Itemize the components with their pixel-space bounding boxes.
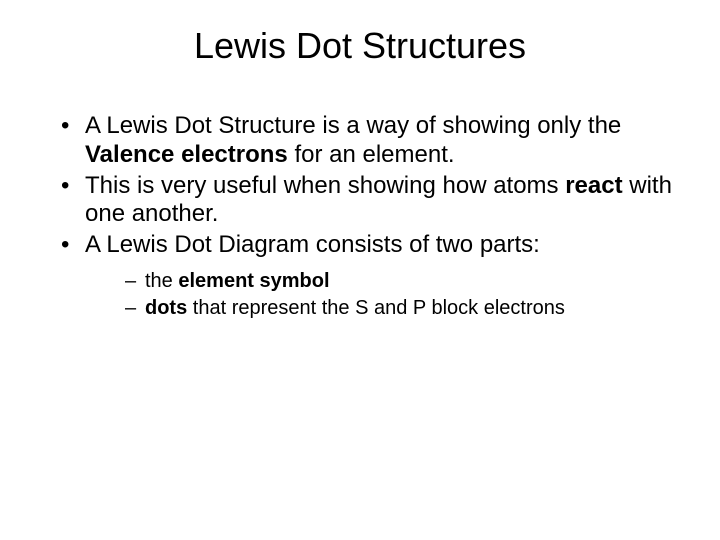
sub-bullet-text-bold: element symbol (178, 270, 329, 292)
bullet-text-bold: react (565, 172, 622, 199)
bullet-text-pre: A Lewis Dot Structure is a way of showin… (85, 112, 621, 139)
bullet-text-pre: A Lewis Dot Diagram consists of two part… (85, 231, 540, 258)
bullet-item: This is very useful when showing how ato… (57, 172, 675, 230)
sub-bullet-item: dots that represent the S and P block el… (125, 295, 675, 322)
slide-title: Lewis Dot Structures (45, 25, 675, 67)
main-bullet-list: A Lewis Dot Structure is a way of showin… (45, 112, 675, 322)
bullet-text-pre: This is very useful when showing how ato… (85, 172, 565, 199)
sub-bullet-list: the element symbol dots that represent t… (85, 268, 675, 322)
sub-bullet-text-bold: dots (145, 297, 187, 319)
sub-bullet-text-post: that represent the S and P block electro… (187, 297, 565, 319)
bullet-text-post: for an element. (288, 141, 455, 168)
sub-bullet-item: the element symbol (125, 268, 675, 295)
bullet-text-bold: Valence electrons (85, 141, 288, 168)
bullet-item: A Lewis Dot Diagram consists of two part… (57, 231, 675, 322)
sub-bullet-text-pre: the (145, 270, 178, 292)
bullet-item: A Lewis Dot Structure is a way of showin… (57, 112, 675, 170)
